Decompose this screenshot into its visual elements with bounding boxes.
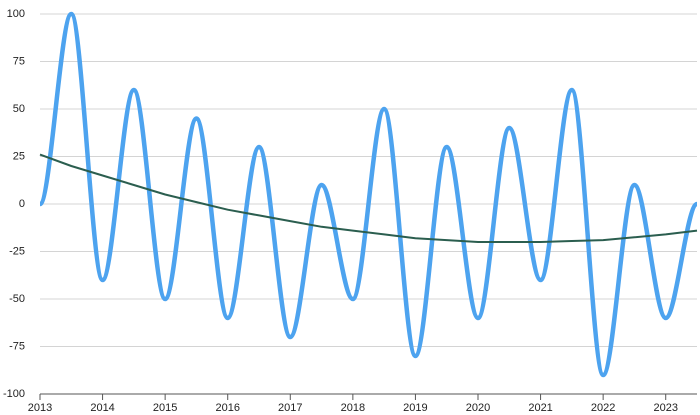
series-line [39,153,698,243]
x-tick-label: 2013 [28,402,52,414]
y-tick-label: 0 [19,198,25,210]
x-tick-label: 2020 [466,402,490,414]
x-tick-label: 2021 [528,402,552,414]
x-tick-label: 2019 [403,402,427,414]
y-tick-label: 100 [7,8,25,20]
x-tick-label: 2018 [341,402,365,414]
x-tick-label: 2016 [215,402,239,414]
x-tick-label: 2017 [278,402,302,414]
x-tick-label: 2014 [90,402,114,414]
y-tick-label: 25 [13,150,25,162]
y-tick-label: -75 [9,340,25,352]
y-tick-label: -25 [9,245,25,257]
series-line [37,11,700,378]
x-tick-label: 2015 [153,402,177,414]
y-tick-label: -50 [9,293,25,305]
y-tick-label: 75 [13,55,25,67]
x-tick-label: 2022 [591,402,615,414]
y-tick-label: -100 [3,388,25,400]
x-tick-label: 2023 [653,402,677,414]
y-tick-label: 50 [13,103,25,115]
